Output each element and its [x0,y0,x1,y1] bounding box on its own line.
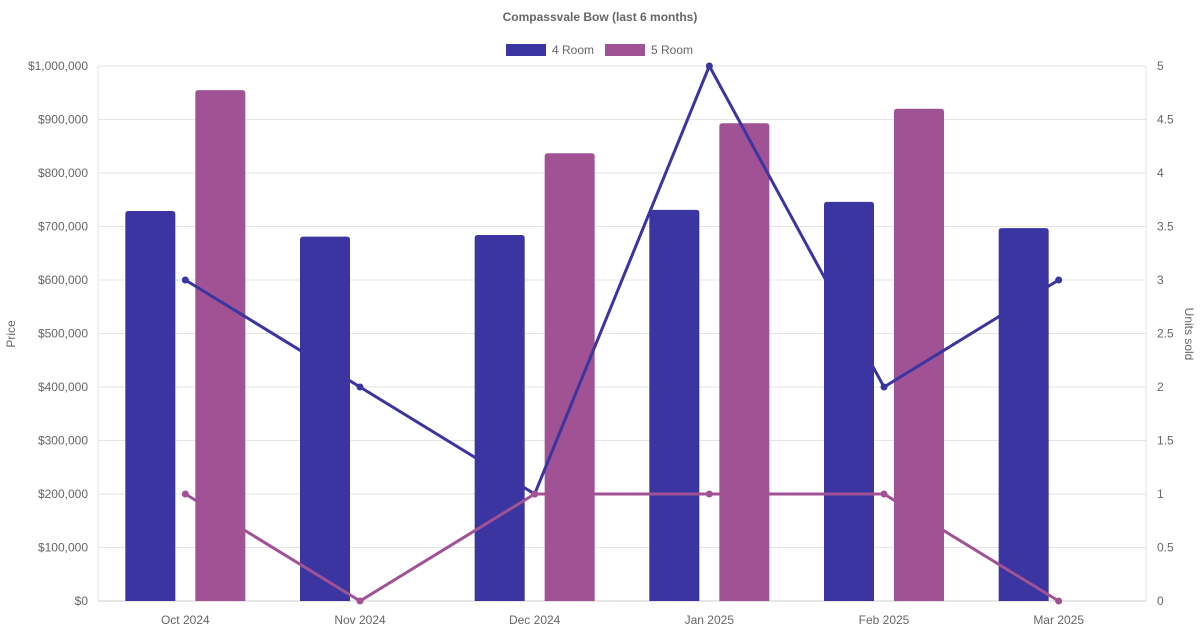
y2-tick-label: 0 [1157,594,1164,608]
legend-swatch-4-room [506,44,546,56]
y2-tick-label: 4 [1157,166,1164,180]
line-units-4-room [184,62,1060,497]
point-units-5-room [705,490,713,498]
y-tick-label: $1,000,000 [28,59,88,73]
bar-4-room [649,209,700,602]
y2-tick-label: 5 [1157,59,1164,73]
legend-label-5-room[interactable]: 5 Room [651,43,693,57]
y-tick-label: $200,000 [38,487,88,501]
x-tick-label: Mar 2025 [1033,613,1084,627]
bar-4-room [300,236,350,602]
bar-4-room [474,235,525,601]
bar-4-room [824,201,874,601]
y-tick-label: $100,000 [38,541,88,555]
point-units-5-room [531,490,539,498]
y-tick-label: $300,000 [38,434,88,448]
bar-4-room [125,210,176,602]
point-units-4-room [356,383,364,391]
x-tick-label: Feb 2025 [859,613,910,627]
y-tick-label: $500,000 [38,327,88,341]
y2-tick-label: 1.5 [1157,434,1174,448]
bar-5-room [894,108,944,602]
y-axis-label: Price [4,320,18,348]
x-tick-label: Nov 2024 [334,613,386,627]
y2-tick-label: 0.5 [1157,541,1174,555]
bar-5-room [719,123,770,602]
point-units-5-room [880,490,888,498]
y-tick-label: $600,000 [38,273,88,287]
y2-tick-label: 1 [1157,487,1164,501]
legend-swatch-5-room [605,44,645,56]
bar-5-room [544,153,595,601]
legend-label-4-room[interactable]: 4 Room [552,43,594,57]
y-tick-label: $0 [75,594,89,608]
y2-tick-label: 2 [1157,380,1164,394]
y-tick-label: $700,000 [38,220,88,234]
bar-4-room [998,228,1049,602]
y2-tick-label: 4.5 [1157,113,1174,127]
point-units-4-room [880,383,888,391]
y2-axis-label: Units sold [1182,308,1196,361]
x-tick-label: Dec 2024 [509,613,561,627]
point-units-5-room [356,597,364,605]
line-units-5-room [184,492,1060,603]
point-units-5-room [181,490,189,498]
point-units-5-room [1055,597,1063,605]
point-units-4-room [181,276,189,284]
chart-title: Compassvale Bow (last 6 months) [503,10,698,24]
point-units-4-room [1055,276,1063,284]
point-units-4-room [705,62,713,70]
y2-tick-label: 2.5 [1157,327,1174,341]
bar-5-room [195,90,246,601]
y2-tick-label: 3.5 [1157,220,1174,234]
x-tick-label: Oct 2024 [161,613,210,627]
y-tick-label: $800,000 [38,166,88,180]
y2-tick-label: 3 [1157,273,1164,287]
y-tick-label: $900,000 [38,113,88,127]
y-tick-label: $400,000 [38,380,88,394]
legend[interactable]: 4 Room 5 Room [506,43,693,57]
x-tick-label: Jan 2025 [685,613,735,627]
